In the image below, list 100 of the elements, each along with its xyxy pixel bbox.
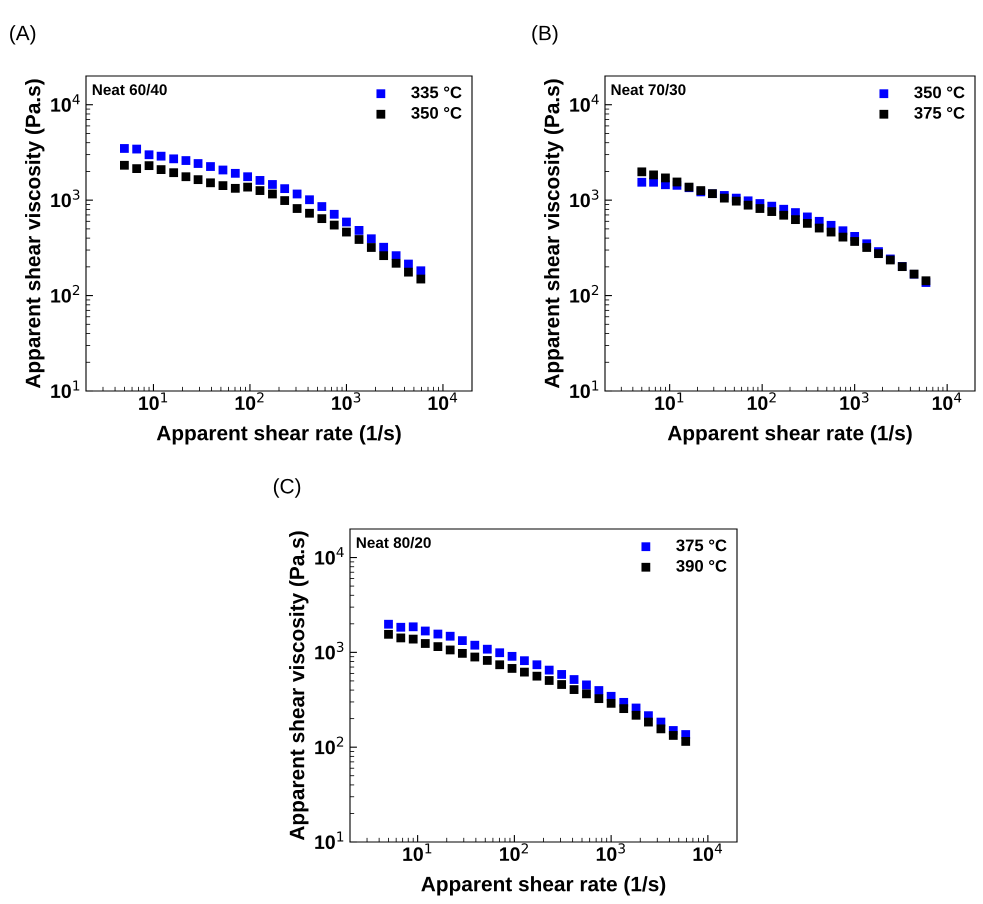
point [292,204,302,213]
point [408,634,418,644]
point [434,642,442,651]
point [557,680,566,689]
point [862,243,872,252]
point [668,731,678,740]
point [404,268,413,277]
x-tick-label: 10$^{2}$ [748,392,776,410]
x-tick-label: 10$^{1}$ [403,843,432,862]
point [732,196,741,206]
point [656,724,666,734]
point [256,186,264,195]
x-tick-label: 10$^{1}$ [139,392,168,410]
point [720,194,729,203]
point [791,215,800,224]
point [416,274,426,284]
x-tick-label: 10$^{4}$ [932,392,962,410]
point [420,639,430,648]
point [482,644,492,654]
point [520,668,529,677]
y-tick-label: 10$^{3}$ [570,190,598,208]
x-axis-title: Apparent shear rate (1/s) [668,425,912,445]
point [838,232,848,242]
point [408,622,418,632]
x-tick-label: 10$^{2}$ [236,392,264,410]
annotation: Neat 80/20 [356,536,431,548]
point [458,636,467,646]
point [317,214,326,224]
point [280,184,290,194]
point [508,652,516,661]
point [120,144,129,153]
point [532,660,542,670]
point [826,228,836,236]
point [404,260,413,268]
point [520,656,529,666]
point [354,235,364,244]
point [396,622,406,632]
y-axis-title: Apparent shear viscosity (Pa.s) [25,79,44,388]
point [756,204,764,213]
point [570,685,578,694]
point [305,208,314,218]
y-tick-label: 10$^{2}$ [315,736,344,754]
point [243,182,252,192]
legend-label: 390 °C [676,560,727,572]
point [156,165,166,174]
point [779,210,788,220]
point [342,228,351,236]
point [342,218,351,226]
x-tick-label: 10$^{3}$ [332,392,360,410]
point [606,698,616,708]
annotation: Neat 60/40 [92,84,167,96]
point [230,184,240,193]
y-tick-label: 10$^{2}$ [51,284,80,303]
point [218,181,228,190]
point [544,666,554,674]
point [268,180,277,189]
point [330,210,339,219]
y-tick-label: 10$^{4}$ [51,94,80,112]
point [482,656,492,665]
point [582,680,591,690]
point [330,220,339,230]
y-tick-label: 10$^{3}$ [51,190,80,208]
x-tick-label: 10$^{3}$ [840,392,868,410]
legend-label: 375 °C [914,106,965,119]
point [305,195,314,204]
point [169,168,178,178]
point [182,172,190,182]
point [619,704,628,714]
y-tick-label: 10$^{1}$ [315,832,344,850]
point [470,652,480,662]
point [396,634,406,642]
legend-label: 375 °C [676,539,727,552]
point [194,175,202,184]
x-tick-label: 10$^{4}$ [694,843,722,862]
point [649,170,658,180]
y-tick-label: 10$^{3}$ [315,642,344,660]
x-tick-label: 10$^{4}$ [428,392,458,410]
point [874,249,883,258]
point [434,630,442,638]
legend-label: 335 °C [411,86,462,98]
point [206,162,215,171]
point [582,689,591,698]
point [420,626,430,636]
point [384,620,393,629]
y-tick-label: 10$^{1}$ [570,380,598,398]
chart-title: (B) [532,25,558,44]
point [767,207,776,216]
y-tick-label: 10$^{4}$ [570,94,599,112]
point [366,243,376,252]
x-tick-label: 10$^{3}$ [596,843,625,861]
point [379,251,388,260]
y-tick-label: 10$^{4}$ [315,547,344,565]
point [379,242,388,252]
point [268,190,277,198]
y-tick-label: 10$^{2}$ [570,284,598,303]
x-tick-label: 10$^{1}$ [655,392,684,410]
point [470,640,480,650]
point [637,167,646,176]
x-axis-title: Apparent shear rate (1/s) [421,876,666,896]
annotation: Neat 70/30 [612,84,686,96]
